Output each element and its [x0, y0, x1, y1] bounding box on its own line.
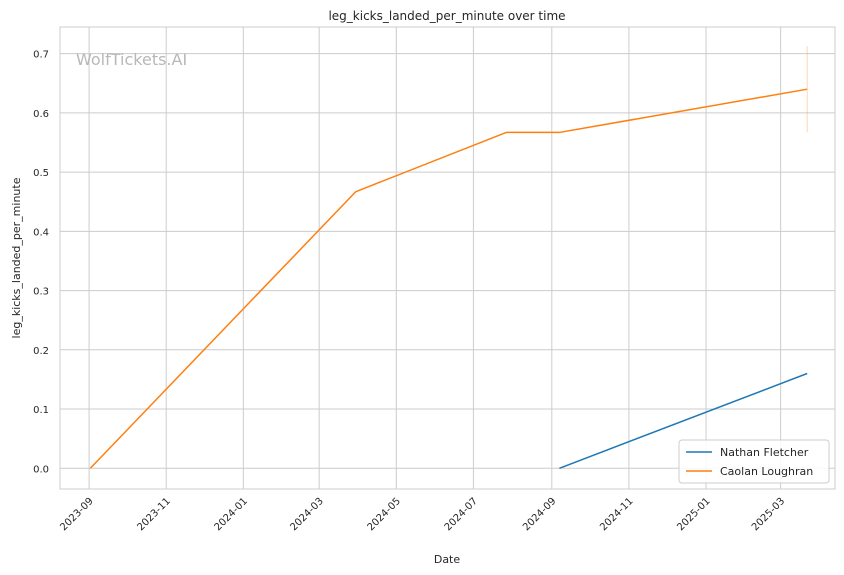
x-tick-label: 2024-05: [366, 496, 403, 533]
series-line-2: [89, 88, 808, 469]
y-tick-label: 0.1: [33, 405, 49, 416]
x-tick-label: 2023-11: [136, 496, 173, 533]
x-tick-label: 2025-03: [750, 496, 787, 533]
y-tick-label: 0.5: [33, 168, 49, 179]
chart-title: leg_kicks_landed_per_minute over time: [328, 9, 565, 23]
x-tick-label: 2024-11: [598, 496, 635, 533]
plot-frame: [59, 26, 836, 490]
y-tick-label: 0.2: [33, 346, 49, 357]
y-axis-label: leg_kicks_landed_per_minute: [10, 177, 23, 338]
x-tick-label: 2024-09: [521, 496, 558, 533]
y-tick-label: 0.6: [33, 109, 49, 120]
legend-entry: Caolan Loughran: [720, 465, 813, 478]
x-tick-label: 2023-09: [58, 496, 95, 533]
y-tick-label: 0.3: [33, 287, 49, 298]
series-line-1: [559, 372, 808, 469]
watermark: WolfTickets.AI: [76, 50, 187, 69]
grid: [60, 27, 835, 489]
legend: Nathan Fletcher Caolan Loughran: [678, 439, 830, 484]
legend-box: [678, 439, 830, 484]
x-axis-label: Date: [434, 553, 461, 566]
y-tick-label: 0.0: [33, 464, 49, 475]
x-tick-label: 2024-03: [288, 496, 325, 533]
x-tick-label: 2024-07: [443, 496, 480, 533]
x-axis-ticks: 2023-09 2023-11 2024-01 2024-03 2024-05 2024-…: [58, 496, 787, 533]
y-axis-ticks: 0.0 0.1 0.2 0.3 0.4 0.5 0.6 0.7: [33, 50, 49, 476]
x-tick-label: 2024-01: [213, 496, 250, 533]
y-tick-label: 0.4: [33, 227, 49, 238]
legend-entry: Nathan Fletcher: [720, 446, 809, 459]
series-lines: [89, 45, 808, 469]
x-tick-label: 2025-01: [675, 496, 712, 533]
y-tick-label: 0.7: [33, 50, 49, 61]
